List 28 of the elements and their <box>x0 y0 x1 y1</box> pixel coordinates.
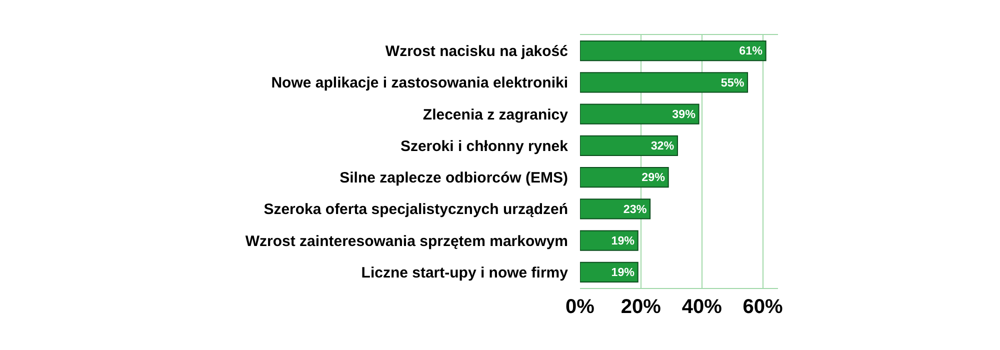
y-tick-label: Wzrost nacisku na jakość <box>385 43 568 60</box>
x-tick-label: 60% <box>742 296 783 318</box>
bar <box>580 135 678 156</box>
x-tick-label: 20% <box>620 296 662 318</box>
y-tick-label: Nowe aplikacje i zastosowania elektroniki <box>271 74 568 92</box>
y-tick-label: Wzrost zainteresowania sprzętem markowym <box>245 232 568 250</box>
bar <box>580 104 700 124</box>
bar <box>580 167 669 188</box>
bar <box>580 40 766 62</box>
data-label: 19% <box>611 266 636 280</box>
data-label: 32% <box>650 140 675 153</box>
data-label: 55% <box>720 76 745 90</box>
y-tick-label: Szeroka oferta specjalistycznych urządzeń <box>264 201 568 218</box>
bar <box>580 230 638 251</box>
y-tick-label: Liczne start-upy i nowe firmy <box>361 264 569 282</box>
bar <box>580 198 651 220</box>
bar <box>580 72 748 93</box>
data-label: 19% <box>611 234 636 248</box>
data-label: 61% <box>739 44 764 58</box>
x-tick-label: 40% <box>682 296 722 318</box>
data-label: 29% <box>642 171 666 184</box>
x-tick-label: 0% <box>566 296 595 318</box>
data-label: 39% <box>672 108 696 121</box>
y-tick-label: Zlecenia z zagranicy <box>422 106 569 124</box>
bar <box>580 262 638 282</box>
data-label: 23% <box>623 202 648 216</box>
y-tick-label: Szeroki i chłonny rynek <box>400 138 569 155</box>
y-tick-label: Silne zaplecze odbiorców (EMS) <box>340 170 568 187</box>
